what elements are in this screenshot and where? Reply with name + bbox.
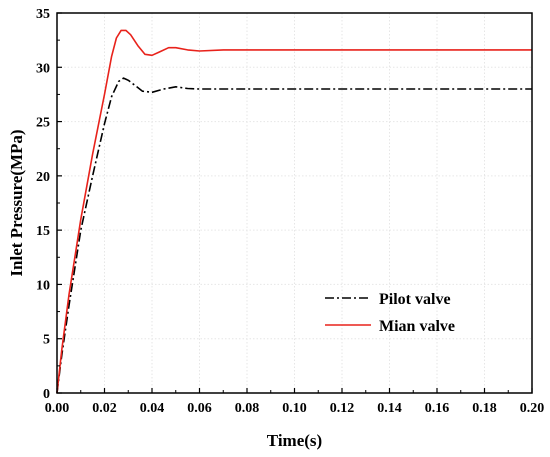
x-tick-label: 0.04 [140, 401, 165, 416]
x-tick-label: 0.20 [520, 401, 545, 416]
y-tick-label: 20 [36, 170, 50, 185]
y-tick-label: 35 [36, 7, 50, 22]
x-tick-label: 0.18 [472, 401, 497, 416]
series-line-1 [56, 77, 532, 394]
legend-label: Mian valve [379, 318, 455, 335]
y-axis-title: Inlet Pressure(MPa) [7, 129, 26, 276]
y-tick-label: 10 [36, 278, 50, 293]
y-tick-label: 30 [36, 61, 50, 76]
series-line-2 [56, 29, 532, 394]
x-tick-label: 0.16 [425, 401, 450, 416]
x-axis: 0.00 0.02 0.04 0.06 0.08 0.10 0.12 0.14 0.16 0.18… [45, 388, 545, 416]
y-tick-label: 0 [43, 387, 50, 402]
y-tick-label: 15 [36, 224, 50, 239]
x-tick-label: 0.02 [92, 401, 117, 416]
x-tick-label: 0.08 [235, 401, 260, 416]
x-tick-label: 0.06 [187, 401, 212, 416]
y-axis: 0 5 10 15 20 25 30 35 [36, 7, 62, 402]
x-tick-label: 0.14 [377, 401, 402, 416]
y-tick-label: 25 [36, 116, 50, 131]
series-lines [56, 29, 532, 394]
y-tick-label: 5 [43, 333, 50, 348]
legend-label: Pilot valve [379, 291, 451, 308]
x-axis-title: Time(s) [267, 431, 322, 450]
grid [57, 13, 532, 393]
x-tick-label: 0.12 [330, 401, 355, 416]
x-tick-label: 0.10 [282, 401, 307, 416]
x-tick-label: 0.00 [45, 401, 70, 416]
legend: Pilot valve Mian valve [325, 291, 455, 335]
